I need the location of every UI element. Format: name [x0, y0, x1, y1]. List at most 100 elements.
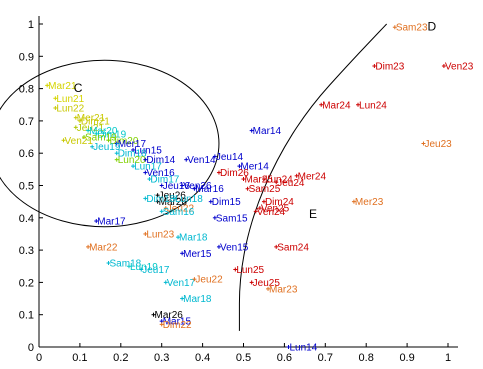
y-tick-label: 0.5 — [19, 181, 34, 193]
boundary-curve — [238, 23, 388, 331]
point-label: Ven24 — [257, 207, 286, 218]
point-label: Sam19 — [85, 133, 117, 144]
region-label: D — [428, 19, 437, 33]
point-label: Dim22 — [163, 320, 192, 331]
x-tick-label: 0.2 — [113, 352, 128, 364]
point-label: Mer23 — [355, 197, 384, 208]
point-label: Lun19 — [130, 262, 158, 273]
point-label: Mar17 — [97, 217, 126, 228]
region-label: C — [74, 81, 83, 95]
point-label: Mer21 — [77, 113, 106, 124]
point-label: Mar18 — [179, 233, 208, 244]
point-label: Ven25 — [261, 204, 290, 215]
y-tick-label: 0.9 — [19, 51, 34, 63]
point-label: Dim20 — [110, 136, 139, 147]
point-label: Jeu14 — [216, 152, 244, 163]
point-label: Lun18 — [175, 194, 203, 205]
point-label: Mar26 — [159, 197, 188, 208]
point-label: Mar24 — [322, 100, 351, 111]
point-label: Dim23 — [375, 61, 404, 72]
y-tick-label: 0 — [28, 342, 34, 354]
point-label: Lun24 — [359, 100, 387, 111]
point-label: Lun23 — [146, 229, 174, 240]
x-tick-label: 0.3 — [154, 352, 169, 364]
point-label: Sam23 — [396, 23, 428, 34]
y-tick-label: 0.4 — [19, 213, 34, 225]
point-label: Ven14 — [187, 155, 216, 166]
point-label: Sam16 — [163, 207, 195, 218]
x-tick-label: 0 — [36, 352, 42, 364]
point-label: Mar18 — [183, 294, 212, 305]
point-label: Lun22 — [56, 103, 84, 114]
y-tick-label: 0.3 — [19, 245, 34, 257]
point-label: Dim18 — [146, 194, 175, 205]
point-label: Dim14 — [146, 155, 175, 166]
point-label: Mer15 — [183, 249, 212, 260]
point-label: Ven15 — [220, 242, 249, 253]
y-tick-label: 1 — [28, 19, 34, 31]
cluster-circle — [0, 59, 220, 228]
region-label: E — [309, 207, 317, 221]
point-label: Ven17 — [167, 278, 196, 289]
y-tick-label: 0.7 — [19, 116, 34, 128]
point-label: Mer24 — [298, 171, 327, 182]
point-label: Jeu24 — [277, 178, 305, 189]
point-label: Lun14 — [289, 343, 317, 354]
y-tick-label: 0.8 — [19, 84, 34, 96]
point-label: Dim19 — [97, 129, 126, 140]
point-label: Ven16 — [146, 168, 175, 179]
point-label: Jeu21 — [77, 123, 105, 134]
point-label: Ven26 — [183, 181, 212, 192]
x-tick-label: 0.8 — [359, 352, 374, 364]
point-label: Lun17 — [134, 162, 162, 173]
y-tick-label: 0.2 — [19, 277, 34, 289]
overlay-shapes — [0, 23, 388, 331]
point-label: Sam18 — [110, 259, 142, 270]
x-tick-label: 1 — [445, 352, 451, 364]
point-label: Mar25 — [245, 175, 274, 186]
y-tick-label: 0.6 — [19, 148, 34, 160]
point-label: Dim21 — [81, 116, 110, 127]
point-label: Jeu19 — [93, 142, 121, 153]
point-label: Mar26 — [155, 310, 184, 321]
point-label: Lun15 — [134, 145, 162, 156]
x-tick-label: 0.4 — [195, 352, 210, 364]
data-points: Mar21 Lun21Lun22Mer21Dim21Jeu21Mar20Dim19… — [45, 23, 474, 354]
point-label: Dim24 — [265, 197, 294, 208]
point-label: Mar15 — [163, 317, 192, 328]
point-label: Dim15 — [212, 197, 241, 208]
point-label: Ven23 — [445, 61, 474, 72]
point-label: Jeu22 — [195, 275, 223, 286]
point-label: Sam25 — [249, 184, 281, 195]
point-label: Lun25 — [236, 265, 264, 276]
x-tick-label: 0.5 — [236, 352, 251, 364]
x-tick-label: 0.6 — [277, 352, 292, 364]
point-label: Dim17 — [150, 175, 179, 186]
x-tick-label: 0.9 — [399, 352, 414, 364]
y-tick-label: 0.1 — [19, 310, 34, 322]
point-label: Jeu17 — [142, 265, 170, 276]
point-label: Jeu23 — [424, 139, 452, 150]
point-label: Mar21 — [48, 81, 77, 92]
axes: 0 0.1 0.2 0.3 0.4 0.5 0.6 0.7 0.8 0.9 1 0 0.1 0.2 0.3 0… — [19, 16, 458, 364]
region-labels: C D E — [74, 19, 437, 220]
point-label: Mar16 — [195, 184, 224, 195]
x-tick-label: 0.7 — [318, 352, 333, 364]
point-label: Mar14 — [253, 126, 282, 137]
point-label: Lun21 — [56, 94, 84, 105]
point-label: Jeu26 — [159, 191, 187, 202]
point-label: Mar20 — [89, 126, 118, 137]
point-label: Sam24 — [277, 242, 309, 253]
point-label: Jeu16 — [163, 181, 191, 192]
point-label: Mer17 — [118, 139, 147, 150]
point-label: Sam15 — [216, 213, 248, 224]
point-label: Lun24 — [265, 175, 293, 186]
point-label: Mar22 — [89, 242, 118, 253]
point-label: Dim26 — [220, 168, 249, 179]
x-tick-label: 0.1 — [72, 352, 87, 364]
point-label: Lun20 — [118, 155, 146, 166]
point-label: Ven21 — [65, 136, 94, 147]
point-label: Mar23 — [269, 284, 298, 295]
point-label: Jeu22 — [167, 204, 195, 215]
